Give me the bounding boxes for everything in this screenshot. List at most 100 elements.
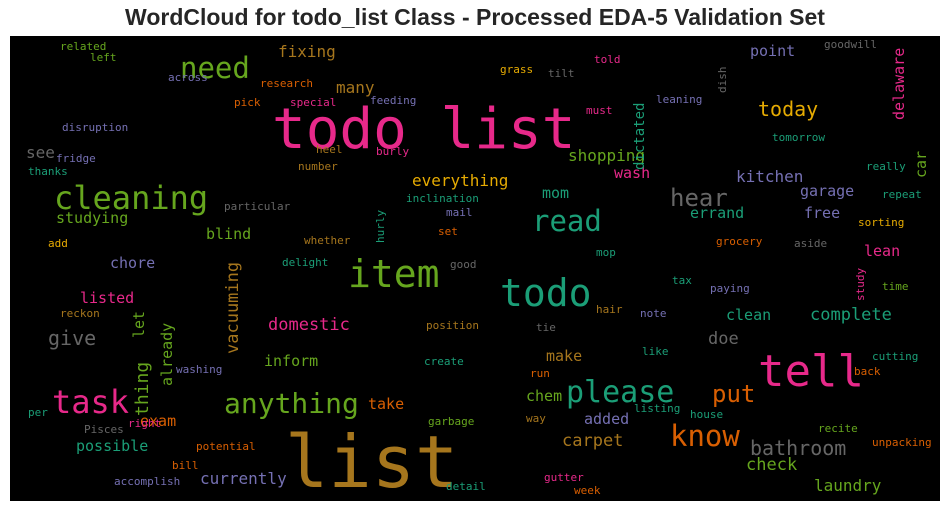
word-gutter: gutter [544, 471, 584, 484]
word-cleaning: cleaning [54, 179, 208, 217]
word-dictated: dictated [632, 103, 648, 170]
word-shopping: shopping [568, 146, 645, 165]
word-thanks: thanks [28, 165, 68, 178]
word-set: set [438, 225, 458, 238]
word-pick: pick [234, 96, 261, 109]
word-per: per [28, 406, 48, 419]
word-left: left [90, 51, 117, 64]
word-possible: possible [76, 437, 148, 455]
word-dish: dish [716, 67, 729, 94]
word-told: told [594, 53, 621, 66]
word-leaning: leaning [656, 93, 702, 106]
word-washing: washing [176, 363, 222, 376]
word-sorting: sorting [858, 216, 904, 229]
word-research: research [260, 77, 313, 90]
word-related: related [60, 40, 106, 53]
word-detail: detail [446, 480, 486, 493]
word-study: study [854, 268, 867, 301]
word-kitchen: kitchen [736, 167, 803, 186]
word-studying: studying [56, 209, 128, 227]
word-run: run [530, 367, 550, 380]
word-inform: inform [264, 352, 318, 370]
word-time: time [882, 280, 909, 293]
word-doe: doe [708, 329, 739, 349]
word-mom: mom [542, 184, 569, 202]
word-task: task [52, 383, 129, 421]
word-grocery: grocery [716, 235, 763, 248]
word-pisces: Pisces [84, 423, 124, 436]
word-bill: bill [172, 459, 199, 472]
word-lean: lean [864, 242, 900, 260]
wordcloud-canvas: todo list list item todo tell cleaning task ple… [10, 36, 940, 501]
word-give: give [48, 326, 96, 350]
word-hear: hear [670, 184, 728, 212]
word-week: week [574, 484, 601, 497]
word-goodwill: goodwill [824, 38, 877, 51]
word-mail: mail [446, 206, 473, 219]
word-note: note [640, 307, 667, 320]
word-car: car [912, 151, 930, 178]
word-unpacking: unpacking [872, 436, 932, 449]
word-anything: anything [224, 387, 359, 420]
word-listed: listed [80, 289, 134, 307]
word-right: right [128, 417, 161, 430]
word-check: check [746, 455, 797, 475]
word-delaware: delaware [890, 48, 908, 120]
word-create: create [424, 355, 464, 368]
chart-title: WordCloud for todo_list Class - Processe… [125, 4, 825, 30]
word-point: point [750, 42, 795, 60]
word-garbage: garbage [428, 415, 474, 428]
word-blind: blind [206, 225, 251, 243]
word-really: really [866, 160, 906, 173]
word-disruption: disruption [62, 121, 128, 134]
word-tomorrow: tomorrow [772, 131, 825, 144]
word-feeding: feeding [370, 94, 416, 107]
word-complete: complete [810, 305, 892, 325]
word-must: must [586, 104, 613, 117]
word-house: house [690, 408, 723, 421]
word-list: list [285, 420, 458, 501]
word-recite: recite [818, 422, 858, 435]
word-exam: exam [140, 412, 176, 430]
word-vacuuming: vacuuming [223, 262, 243, 354]
word-chem: chem [526, 387, 562, 405]
word-hurly: hurly [374, 210, 387, 243]
word-today: today [758, 97, 818, 121]
word-make: make [546, 347, 582, 365]
word-laundry: laundry [814, 476, 882, 495]
word-back: back [854, 365, 881, 378]
word-potential: potential [196, 440, 256, 453]
word-repeat: repeat [882, 188, 922, 201]
word-heel: heel [316, 143, 343, 156]
word-fixing: fixing [278, 42, 336, 61]
word-see: see [26, 143, 55, 162]
word-free: free [804, 204, 840, 222]
word-item: item [348, 252, 440, 296]
word-way: way [526, 412, 546, 425]
word-added: added [584, 410, 629, 428]
word-currently: currently [200, 469, 287, 488]
word-grass: grass [500, 63, 533, 76]
wordcloud-svg: todo list list item todo tell cleaning task ple… [26, 38, 932, 501]
word-garage: garage [800, 182, 854, 200]
word-hair: hair [596, 303, 623, 316]
word-position: position [426, 319, 479, 332]
word-errand: errand [690, 204, 744, 222]
word-put: put [712, 380, 755, 408]
word-accomplish: accomplish [114, 475, 180, 488]
word-good: good [450, 258, 477, 271]
word-tax: tax [672, 274, 692, 287]
word-bathroom: bathroom [750, 436, 846, 460]
word-special: special [290, 96, 336, 109]
word-take: take [368, 395, 404, 413]
word-aside: aside [794, 237, 827, 250]
word-number: number [298, 160, 338, 173]
word-particular: particular [224, 200, 291, 213]
word-delight: delight [282, 256, 328, 269]
word-tilt: tilt [548, 67, 575, 80]
word-read: read [532, 204, 602, 238]
word-tie: tie [536, 321, 556, 334]
word-listing: listing [634, 402, 680, 415]
word-whether: whether [304, 234, 351, 247]
word-reckon: reckon [60, 307, 100, 320]
